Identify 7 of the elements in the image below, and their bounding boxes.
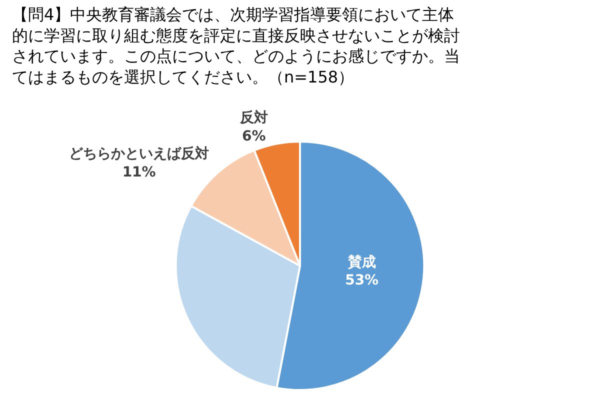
data-label: 6% (242, 128, 266, 144)
data-label: 53% (345, 272, 379, 289)
slice-label: どちらかといえば反対 (69, 145, 210, 162)
data-label: 11% (122, 164, 156, 180)
chart-title: 【問4】中央教育審議会では、次期学習指導要領において主体的に学習に取り組む態度を評定に直接反映させないことが検討されています。この点について、どのようにお感じですか。当てはまるものを選択してください。（n=158） (12, 5, 460, 86)
slice-label: 反対 (238, 109, 268, 126)
slice-label: 賛成 (346, 254, 376, 271)
